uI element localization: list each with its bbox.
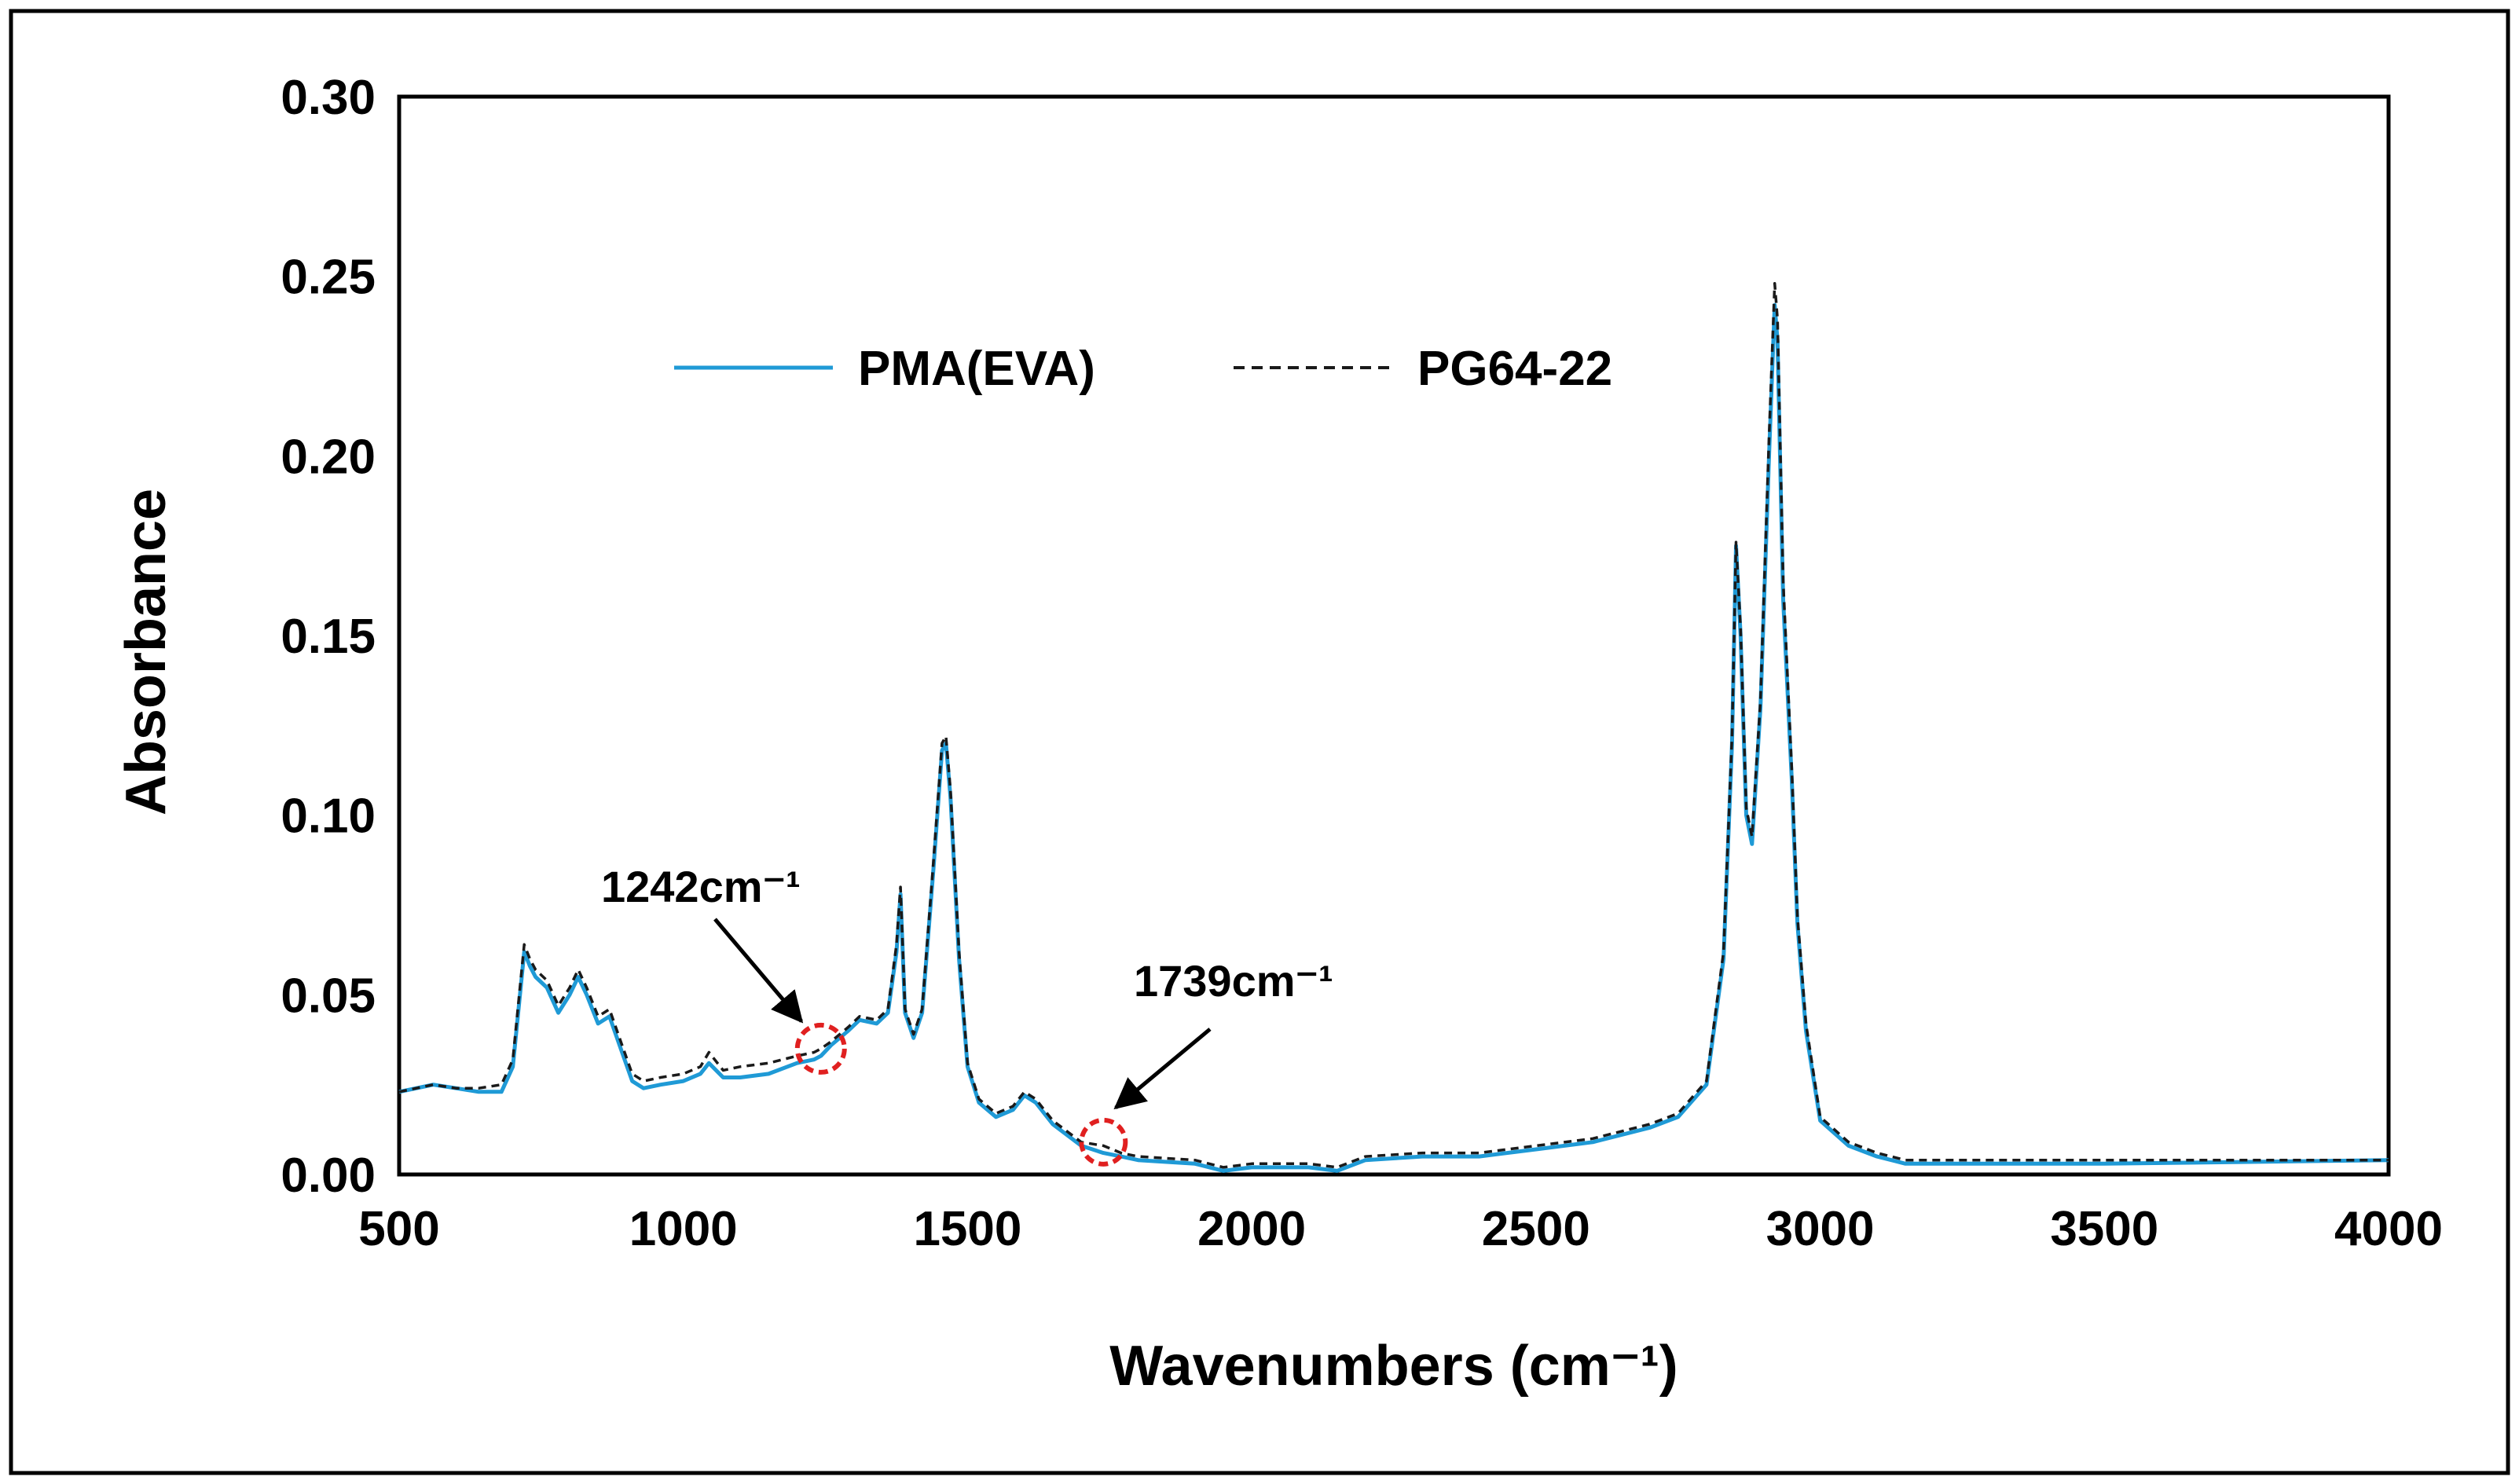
tick-layer: 500 1000 1500 2000 2500 3000 3500 4000 0.00 0.05 0… [280,71,2443,1256]
series-line-pg64-22 [398,282,2389,1169]
y-tick-label: 0.15 [280,610,376,664]
annotation-label-1242: 1242cm⁻¹ [601,862,801,911]
y-tick-label: 0.20 [280,430,376,484]
x-tick-label: 500 [358,1202,439,1256]
x-axis-title: Wavenumbers (cm⁻¹) [1109,1335,1678,1398]
annotation-marker-1242 [794,1022,847,1075]
x-tick-label: 3000 [1766,1202,1875,1256]
plot-area [397,94,2391,1177]
x-tick-label: 1500 [913,1202,1021,1256]
legend: PMA(EVA) PG64-22 [674,342,1612,396]
x-tick-label: 1000 [629,1202,738,1256]
outer-frame [9,9,2510,1475]
annotation-1739: 1739cm⁻¹ [1079,956,1333,1167]
legend-label-pma-eva: PMA(EVA) [858,342,1095,396]
legend-label-pg64-22: PG64-22 [1417,342,1612,396]
x-tick-label: 2500 [1482,1202,1590,1256]
y-axis-title: Absorbance [115,489,178,815]
series-line-pma-eva [398,302,2389,1173]
x-tick-label: 3500 [2050,1202,2158,1256]
annotation-label-1739: 1739cm⁻¹ [1134,956,1333,1006]
y-tick-label: 0.10 [280,790,376,844]
annotation-marker-1739 [1079,1117,1128,1167]
y-tick-label: 0.30 [280,71,376,125]
y-tick-label: 0.25 [280,251,376,305]
annotation-arrow-1739 [1113,1028,1212,1110]
y-tick-label: 0.00 [280,1149,376,1203]
annotation-1242: 1242cm⁻¹ [601,862,847,1075]
x-tick-label: 2000 [1197,1202,1306,1256]
y-tick-label: 0.05 [280,969,376,1023]
series-layer [398,282,2389,1173]
x-tick-label: 4000 [2334,1202,2443,1256]
annotation-arrow-1242 [713,918,804,1024]
